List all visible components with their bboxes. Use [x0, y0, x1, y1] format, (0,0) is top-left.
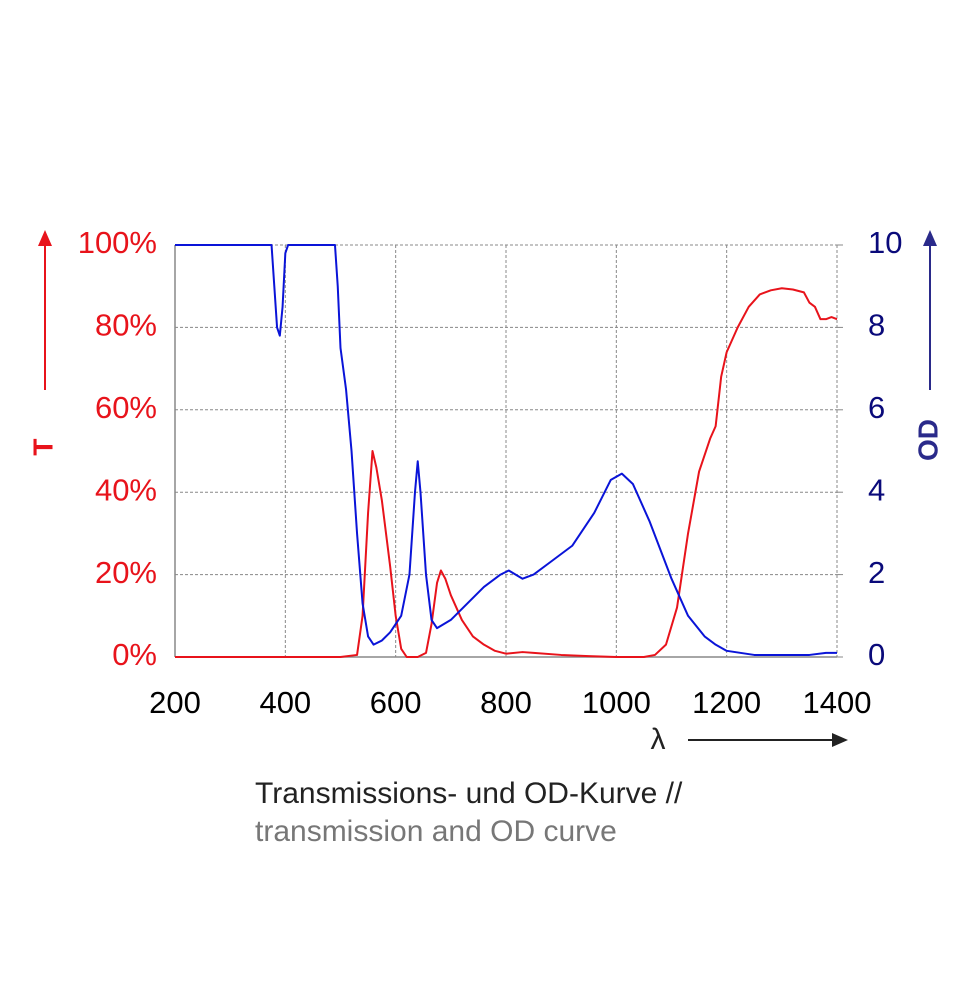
y2-tick-label: 8 [868, 308, 885, 343]
x-tick-label: 1400 [803, 685, 872, 720]
x-tick-label: 600 [370, 685, 422, 720]
y2-tick-label: 10 [868, 225, 902, 260]
x-tick-label: 200 [149, 685, 201, 720]
y2-arrow-head [923, 230, 937, 246]
y-tick-label: 60% [95, 390, 157, 425]
x-arrow-head [832, 733, 848, 747]
x-axis-label: λ [651, 723, 666, 756]
series-line [175, 244, 837, 656]
y2-tick-label: 4 [868, 472, 885, 507]
y2-tick-label: 6 [868, 390, 885, 425]
x-tick-label: 1200 [692, 685, 761, 720]
y-tick-label: 20% [95, 555, 157, 590]
y2-tick-label: 2 [868, 555, 885, 590]
caption-line: Transmissions- und OD-Kurve // [255, 777, 683, 810]
y-arrow-head [38, 230, 52, 246]
caption-line: transmission and OD curve [255, 815, 617, 848]
x-tick-label: 1000 [582, 685, 651, 720]
y-axis-label: T [27, 438, 58, 455]
y-tick-label: 80% [95, 308, 157, 343]
x-tick-label: 400 [259, 685, 311, 720]
y-tick-label: 0% [112, 637, 157, 672]
y2-tick-label: 0 [868, 637, 885, 672]
series-line [175, 287, 838, 658]
y-tick-label: 40% [95, 472, 157, 507]
y-tick-label: 100% [78, 225, 157, 260]
y2-axis-label: OD [912, 419, 943, 461]
x-tick-label: 800 [480, 685, 532, 720]
